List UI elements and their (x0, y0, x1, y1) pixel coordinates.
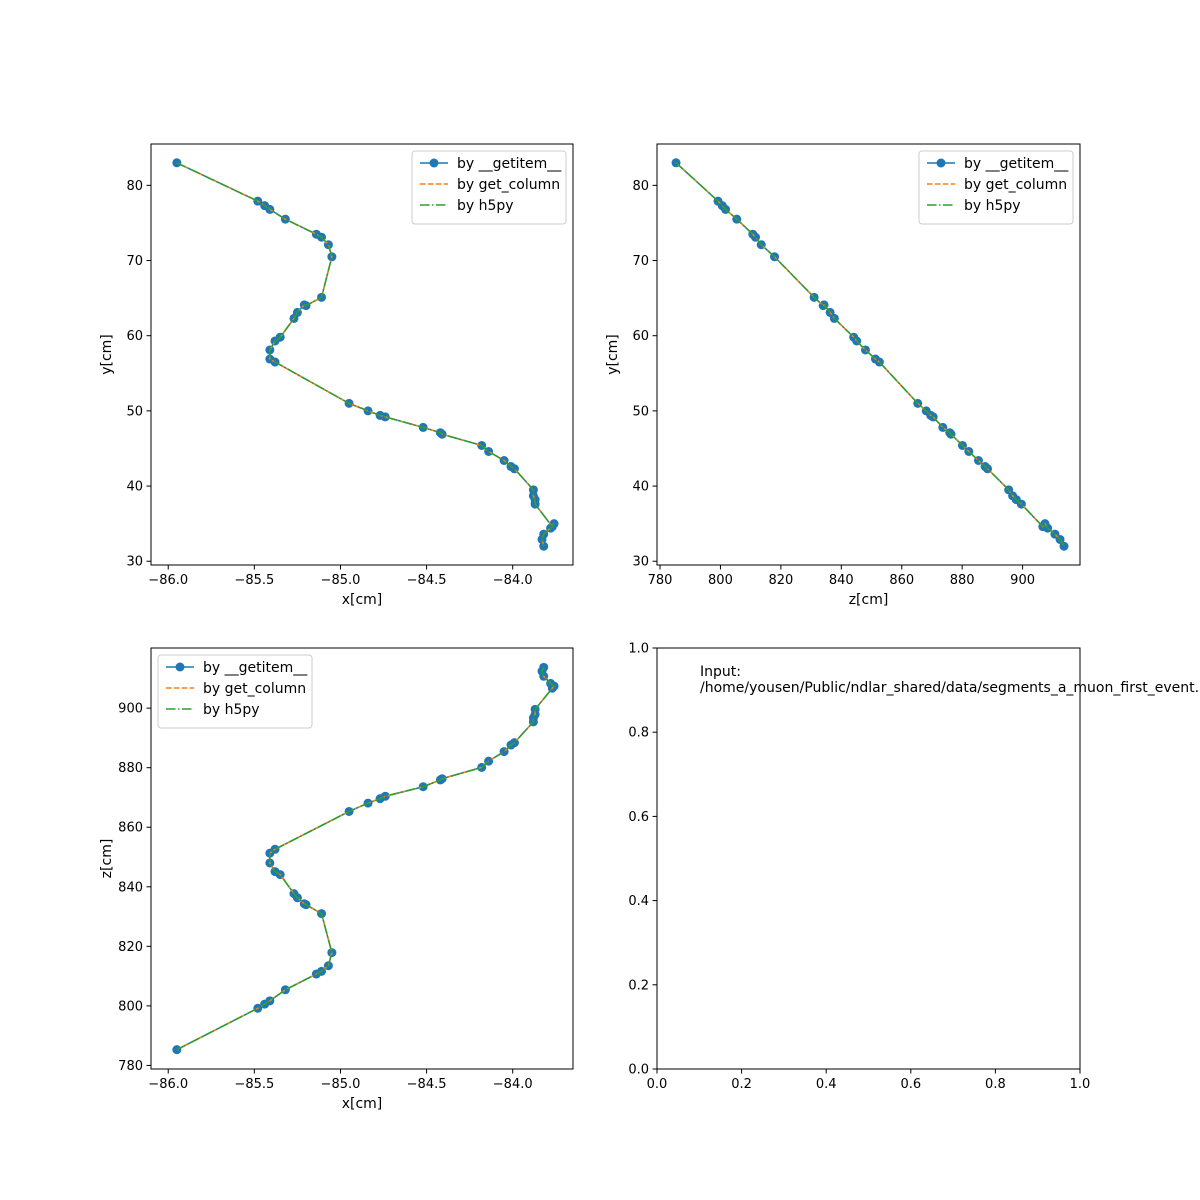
y-tick-label: 80 (632, 179, 649, 194)
x-tick-label: 0.0 (647, 1077, 668, 1092)
series-get-column-line (176, 162, 555, 547)
x-axis-label: x[cm] (342, 592, 383, 608)
series-getitem-point (363, 406, 373, 416)
panel-z-vs-y: 780 800 820 840 860 880 900 30 40 50 60 70 80 z[cm] y[… (605, 143, 1081, 608)
axes-frame (150, 647, 574, 1070)
x-tick-label: −86.0 (148, 1077, 188, 1092)
y-tick-label: 30 (126, 555, 143, 570)
series-getitem-point (380, 791, 390, 801)
legend-marker-getitem (429, 158, 439, 168)
series-h5py-line (176, 162, 555, 547)
legend-label: by __getitem__ (203, 660, 308, 676)
x-tick-label: 0.8 (985, 1077, 1006, 1092)
axes-frame (656, 143, 1081, 566)
y-tick-label: 40 (126, 480, 143, 495)
legend-label: by get_column (203, 681, 306, 697)
series-h5py-line (675, 162, 1065, 547)
y-tick-label: 860 (118, 821, 143, 836)
y-tick-label: 50 (632, 404, 649, 419)
y-tick-label: 0.8 (628, 726, 649, 741)
y-axis-label: y[cm] (99, 334, 115, 375)
x-tick-label: 1.0 (1070, 1077, 1091, 1092)
y-tick-label: 60 (632, 329, 649, 344)
y-tick-label: 800 (118, 999, 143, 1014)
y-tick-label: 780 (118, 1059, 143, 1074)
y-tick-label: 30 (632, 555, 649, 570)
y-tick-label: 820 (118, 940, 143, 955)
axes-frame (150, 143, 574, 566)
series-h5py-line (176, 667, 556, 1051)
legend-label: by __getitem__ (964, 156, 1069, 172)
x-tick-label: 0.6 (900, 1077, 921, 1092)
y-tick-label: 70 (632, 254, 649, 269)
x-axis-label: x[cm] (342, 1096, 383, 1112)
series-getitem-point (537, 534, 547, 544)
y-tick-label: 900 (118, 702, 143, 717)
legend-box (157, 654, 313, 729)
legend-box (411, 150, 567, 225)
x-tick-label: −84.0 (493, 1077, 533, 1092)
legend-label: by get_column (457, 177, 560, 193)
y-tick-label: 1.0 (628, 642, 649, 657)
y-tick-label: 840 (118, 880, 143, 895)
panel-input-info: Input: /home/yousen/Public/ndlar_shared/… (628, 642, 1200, 1093)
legend-label: by get_column (964, 177, 1067, 193)
x-tick-label: 0.2 (731, 1077, 752, 1092)
y-axis-label: y[cm] (605, 334, 621, 375)
y-tick-label: 80 (126, 179, 143, 194)
y-tick-label: 0.2 (628, 978, 649, 993)
x-tick-label: −86.0 (148, 573, 188, 588)
annotation-line-1: Input: (700, 664, 741, 680)
annotation-line-2: /home/yousen/Public/ndlar_shared/data/se… (700, 680, 1200, 696)
legend-box (918, 150, 1074, 225)
x-tick-label: −85.0 (321, 573, 361, 588)
x-tick-label: 900 (1010, 573, 1035, 588)
legend-label: by h5py (457, 198, 514, 214)
panel-x-vs-y: −86.0 −85.5 −85.0 −84.5 −84.0 30 40 50 60 70 80 x[c… (99, 143, 574, 608)
x-tick-label: 820 (768, 573, 793, 588)
y-tick-label: 0.6 (628, 810, 649, 825)
x-tick-label: −85.0 (321, 1077, 361, 1092)
x-tick-label: −84.5 (407, 1077, 447, 1092)
x-tick-label: 800 (708, 573, 733, 588)
y-tick-label: 880 (118, 761, 143, 776)
x-tick-label: −84.0 (493, 573, 533, 588)
x-tick-label: 860 (889, 573, 914, 588)
legend-marker-getitem (175, 662, 185, 672)
axes-frame (656, 647, 1081, 1070)
x-tick-label: 880 (950, 573, 975, 588)
y-tick-label: 70 (126, 254, 143, 269)
y-tick-label: 0.4 (628, 894, 649, 909)
y-tick-label: 40 (632, 480, 649, 495)
x-tick-label: 0.4 (816, 1077, 837, 1092)
y-tick-label: 0.0 (628, 1063, 649, 1078)
legend-label: by __getitem__ (457, 156, 562, 172)
x-tick-label: 840 (829, 573, 854, 588)
legend-label: by h5py (964, 198, 1021, 214)
x-tick-label: −85.5 (234, 1077, 274, 1092)
series-getitem-point (1059, 541, 1069, 551)
legend-label: by h5py (203, 702, 260, 718)
x-tick-label: −84.5 (407, 573, 447, 588)
legend-marker-getitem (936, 158, 946, 168)
x-tick-label: 780 (648, 573, 673, 588)
y-axis-label: z[cm] (99, 839, 115, 879)
y-tick-label: 50 (126, 404, 143, 419)
y-tick-label: 60 (126, 329, 143, 344)
panel-x-vs-z: −86.0 −85.5 −85.0 −84.5 −84.0 780 800 820 840 860… (99, 647, 574, 1112)
x-tick-label: −85.5 (234, 573, 274, 588)
x-axis-label: z[cm] (849, 592, 889, 608)
